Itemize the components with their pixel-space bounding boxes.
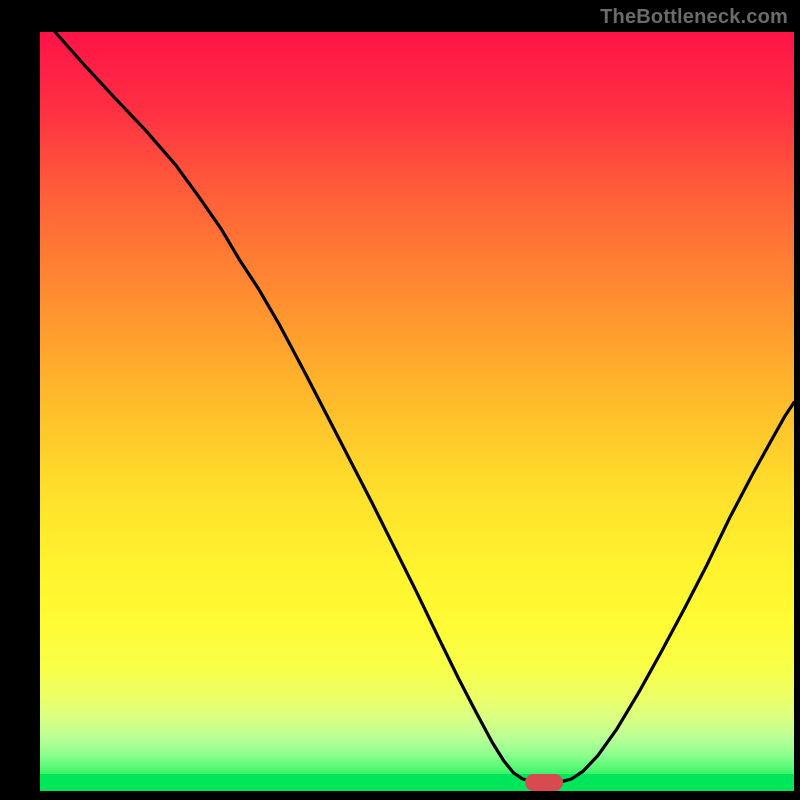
bottleneck-curve: [40, 32, 794, 788]
plot-area: [40, 32, 794, 788]
optimal-marker: [525, 774, 563, 791]
watermark-text: TheBottleneck.com: [600, 6, 788, 29]
gradient-row: [40, 788, 794, 791]
chart-container: TheBottleneck.com: [0, 0, 800, 800]
curve-path: [55, 32, 794, 783]
